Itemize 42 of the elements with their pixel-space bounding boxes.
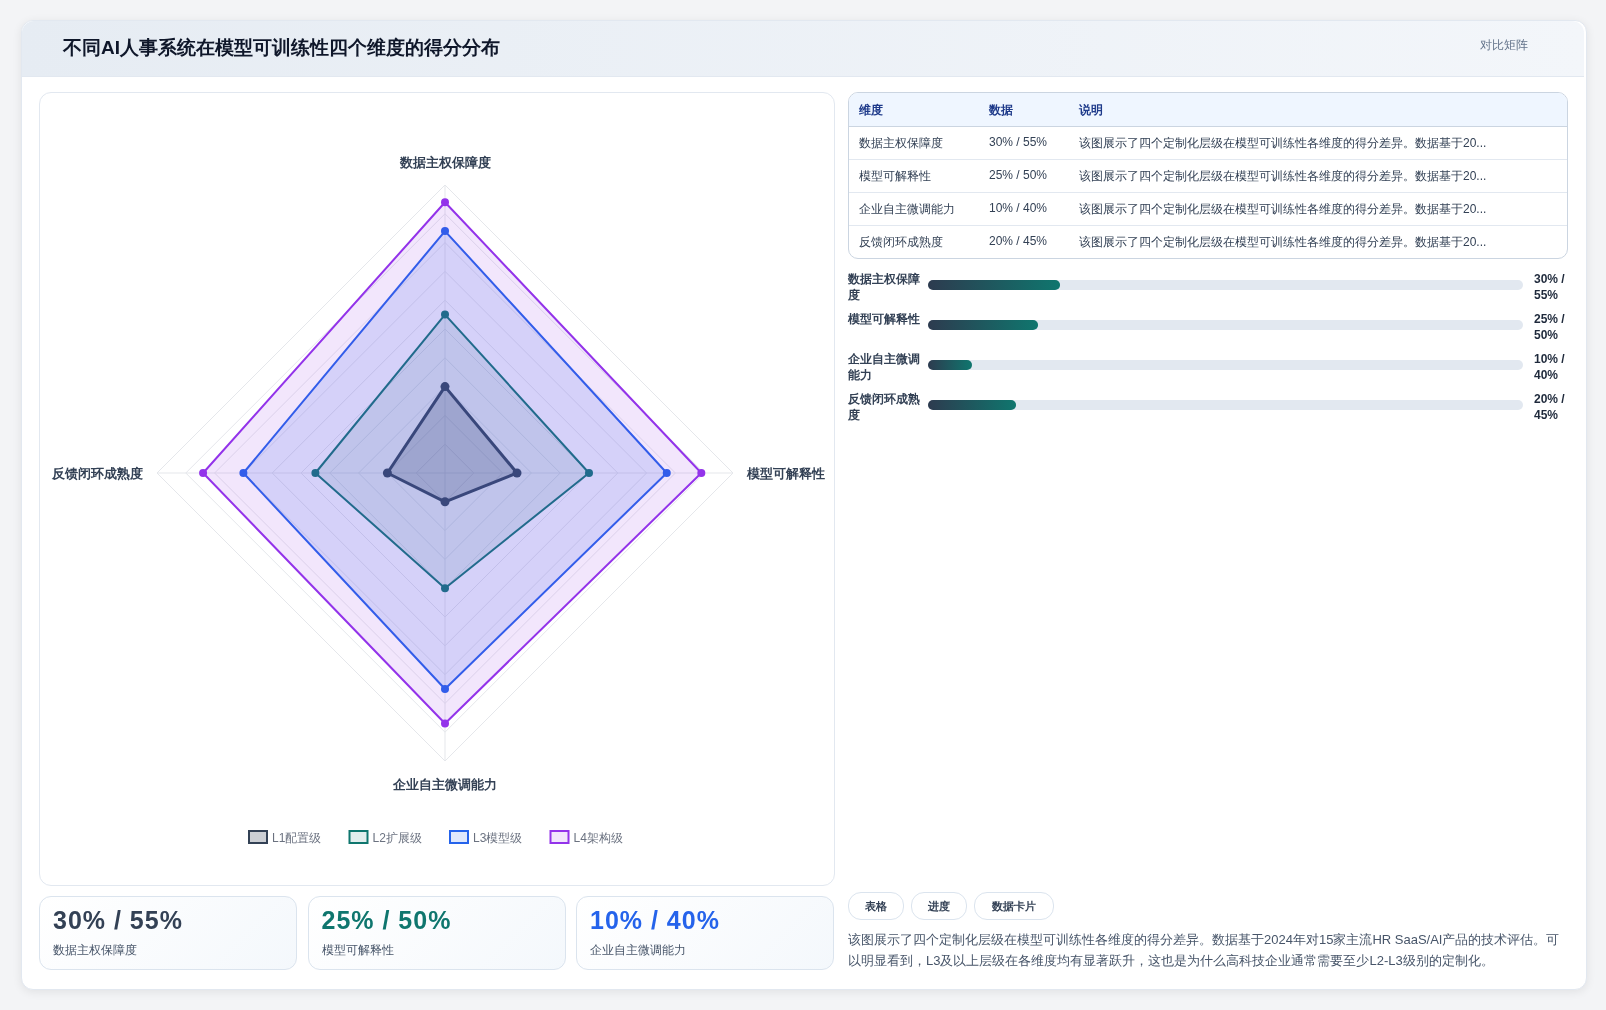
data-label: 30% / 55% — [1534, 271, 1566, 303]
y-tick-label: 数据主权保障度 — [848, 271, 921, 303]
text: 表格 — [848, 892, 904, 920]
text: 该图展示了四个定制化层级在模型可训练性各维度的得分差异。数据基于20... — [1079, 234, 1487, 251]
text: 30% / 55% — [53, 906, 183, 935]
legend-label: L4架构级 — [573, 831, 623, 845]
text: 数据卡片 — [974, 892, 1054, 920]
text: 对比矩阵 — [1480, 37, 1528, 54]
text: 数据主权保障度 — [859, 135, 943, 152]
spoke-label: 企业自主微调能力 — [392, 777, 497, 792]
y-tick-label: 模型可解释性 — [848, 311, 921, 327]
text: 该图展示了四个定制化层级在模型可训练性各维度的得分差异。数据基于20... — [1079, 201, 1487, 218]
text: 25% / 50% — [989, 168, 1048, 182]
data-label: 25% / 50% — [1534, 311, 1566, 343]
text: 数据主权保障度 — [53, 942, 137, 959]
legend-label: L2扩展级 — [372, 831, 422, 845]
text: 20% / 45% — [989, 234, 1048, 248]
spoke-label: 数据主权保障度 — [398, 155, 491, 170]
text: 25% / 50% — [321, 906, 452, 935]
text: 企业自主微调能力 — [859, 201, 955, 218]
text: 企业自主微调能力 — [590, 942, 686, 959]
text: 10% / 40% — [989, 201, 1048, 215]
y-tick-label: 企业自主微调能力 — [848, 351, 921, 383]
text: 该图展示了四个定制化层级在模型可训练性各维度的得分差异。数据基于20... — [1079, 168, 1487, 185]
text: 该图展示了四个定制化层级在模型可训练性各维度的得分差异。数据基于2024年对15家主流HR SaaS/AI产品的技术评估。可以明显看到，L3及以上层级在各维度均有显著跃升，这也是为什么高科技企业通常需要至少L2-L3级别的定制化。 — [848, 931, 1561, 970]
text: 进度 — [911, 892, 967, 920]
data-label: 20% / 45% — [1534, 391, 1566, 423]
spoke-label: 反馈闭环成熟度 — [51, 466, 143, 481]
text: 该图展示了四个定制化层级在模型可训练性各维度的得分差异。数据基于20... — [1079, 135, 1487, 152]
y-tick-label: 反馈闭环成熟度 — [848, 391, 921, 423]
legend-label: L3模型级 — [473, 831, 523, 845]
data-label: 10% / 40% — [1534, 351, 1566, 383]
spoke-label: 模型可解释性 — [746, 466, 825, 481]
legend-label: L1配置级 — [272, 831, 322, 845]
text: 反馈闭环成熟度 — [859, 234, 943, 251]
text: 数据 — [989, 102, 1013, 119]
text: 10% / 40% — [590, 906, 720, 935]
chart-title: 不同AI人事系统在模型可训练性四个维度的得分分布 — [63, 36, 500, 60]
text: 说明 — [1079, 102, 1103, 119]
text: 维度 — [859, 102, 883, 119]
text: 模型可解释性 — [321, 942, 394, 959]
text: 30% / 55% — [989, 135, 1048, 149]
